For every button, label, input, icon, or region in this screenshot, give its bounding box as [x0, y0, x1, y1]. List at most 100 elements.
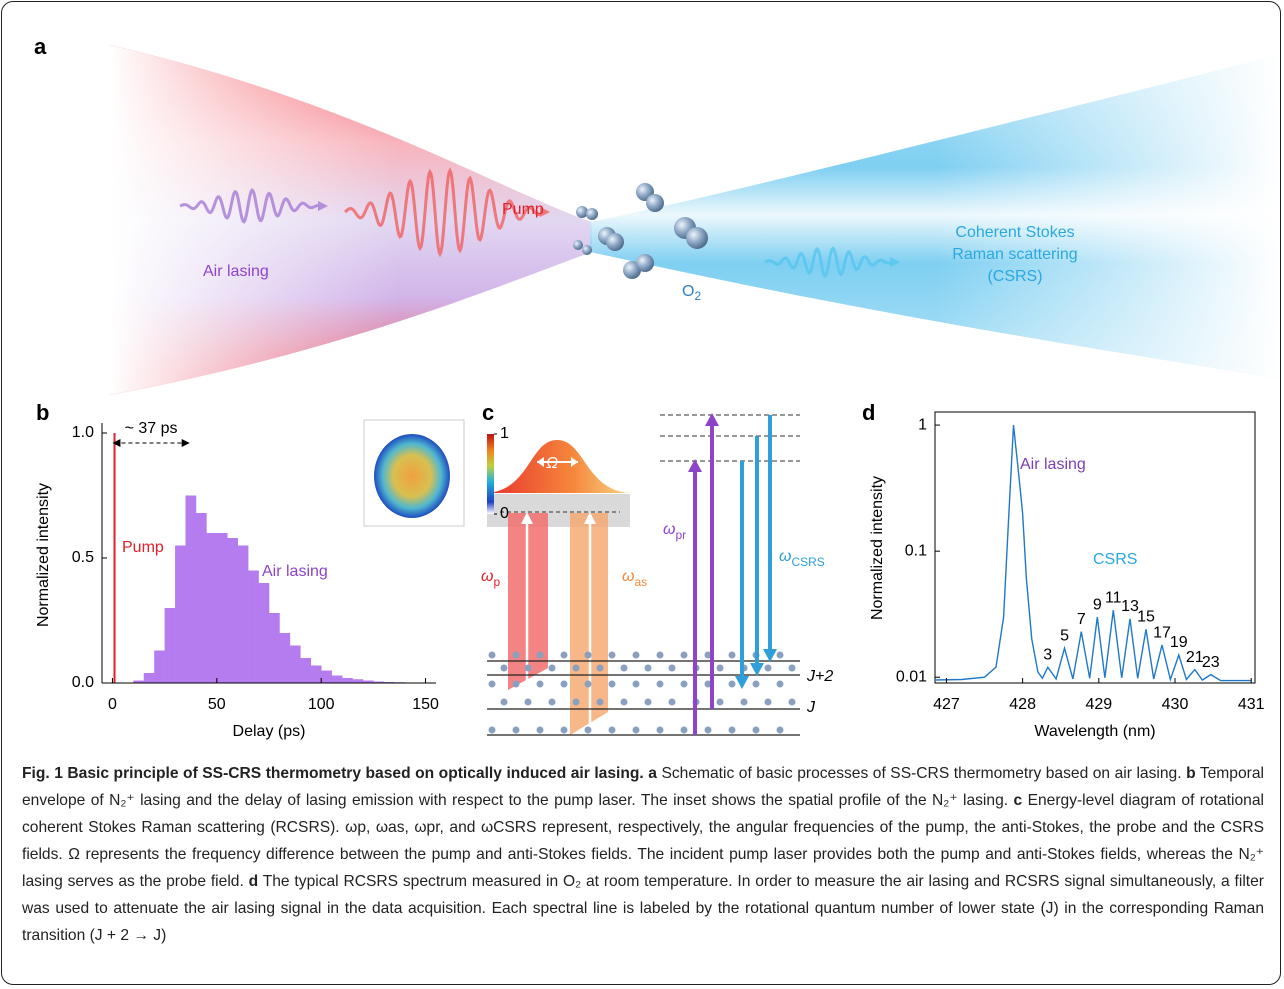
- x-tick-label: 100: [308, 696, 335, 713]
- dot: [573, 665, 580, 672]
- level-label: J+2: [806, 668, 833, 685]
- omega-csrs: ωCSRS: [779, 548, 825, 569]
- dot: [753, 727, 760, 734]
- x-tick-label: 428: [1009, 696, 1036, 713]
- plot-frame: [935, 412, 1255, 683]
- x-tick-label: 0: [108, 696, 117, 713]
- y-axis-label: Normalized intensity: [35, 483, 52, 627]
- dot: [621, 699, 628, 706]
- y-tick-label: 0.1: [905, 542, 927, 559]
- peak-label: 9: [1093, 596, 1102, 613]
- symbol: ω: [481, 568, 493, 585]
- colorbar: [487, 434, 494, 514]
- dot: [633, 652, 640, 659]
- csrs-label: (CSRS): [987, 268, 1042, 285]
- y-tick-label: 1: [918, 416, 927, 433]
- level-label: J: [806, 699, 816, 716]
- dot: [777, 727, 784, 734]
- subscript: 2: [694, 289, 701, 303]
- bar: [279, 633, 290, 683]
- dot: [513, 727, 520, 734]
- x-tick-label: 150: [412, 696, 439, 713]
- y-tick-label: 0.01: [896, 668, 927, 685]
- dot: [525, 665, 532, 672]
- dot: [489, 681, 496, 688]
- peak-label: 15: [1137, 609, 1155, 626]
- panel-c: c ωp ωas ωpr ωCSRS Ω J+2 J: [481, 400, 833, 735]
- bar: [300, 658, 311, 683]
- dot: [777, 681, 784, 688]
- dot: [489, 727, 496, 734]
- dot: [729, 652, 736, 659]
- subscript: p: [493, 575, 500, 589]
- dot: [573, 699, 580, 706]
- bar: [290, 646, 301, 684]
- subscript: pr: [675, 528, 686, 542]
- dot: [621, 665, 628, 672]
- dot: [633, 681, 640, 688]
- colorbar-label: 0: [500, 505, 509, 522]
- x-tick-label: 431: [1238, 696, 1265, 713]
- csrs-label: Coherent Stokes: [955, 224, 1074, 241]
- caption-items: a Schematic of basic processes of SS-CRS…: [22, 765, 1264, 944]
- dot: [657, 727, 664, 734]
- dot: [765, 699, 772, 706]
- bar: [342, 678, 353, 683]
- dot: [609, 727, 616, 734]
- dot: [561, 727, 568, 734]
- bar: [269, 613, 280, 683]
- x-tick-label: 427: [933, 696, 960, 713]
- figure: a Air lasing Pump O2 Coherent Stokes Ram…: [0, 0, 1284, 760]
- subscript: as: [634, 575, 647, 589]
- dot: [765, 665, 772, 672]
- dot: [585, 727, 592, 734]
- bar: [206, 533, 217, 683]
- bar: [238, 546, 249, 684]
- text: O: [682, 283, 694, 300]
- pump-label: Pump: [122, 539, 164, 556]
- peak-label: 23: [1202, 654, 1220, 671]
- panel-label: a: [34, 34, 47, 59]
- bar: [175, 546, 186, 684]
- symbol: ω: [779, 548, 791, 565]
- caption: Fig. 1 Basic principle of SS-CRS thermom…: [22, 760, 1264, 949]
- inset-image: [374, 434, 450, 518]
- annotation: ~ 37 ps: [125, 420, 178, 437]
- bar: [332, 676, 343, 684]
- bar: [165, 608, 176, 683]
- dot: [489, 652, 496, 659]
- omega-cap: Ω: [546, 455, 558, 472]
- peak-label: 5: [1060, 627, 1069, 644]
- dot: [585, 681, 592, 688]
- subscript: CSRS: [791, 555, 824, 569]
- peak-label: 3: [1043, 646, 1052, 663]
- dot: [789, 665, 796, 672]
- dot: [729, 681, 736, 688]
- caption-title: Fig. 1 Basic principle of SS-CRS thermom…: [22, 765, 644, 782]
- dot: [585, 652, 592, 659]
- dot: [717, 665, 724, 672]
- dot: [549, 665, 556, 672]
- bar: [217, 533, 228, 683]
- peak-label: 11: [1105, 589, 1122, 606]
- dot: [501, 699, 508, 706]
- panel-label: b: [36, 400, 49, 425]
- caption-item-label: b: [1186, 765, 1196, 782]
- peak-label: 17: [1153, 624, 1171, 641]
- peak-label: 7: [1077, 611, 1086, 628]
- omega-pr: ωpr: [663, 521, 686, 542]
- bar: [154, 651, 165, 684]
- panel-a: a Air lasing Pump O2 Coherent Stokes Ram…: [34, 34, 1280, 395]
- dot: [537, 652, 544, 659]
- panel-label: c: [482, 400, 494, 425]
- dot: [669, 665, 676, 672]
- csrs-arrows: [742, 415, 770, 678]
- y-tick-label: 0.5: [72, 549, 94, 566]
- x-tick-label: 430: [1162, 696, 1189, 713]
- bar: [186, 496, 197, 684]
- x-axis-label: Wavelength (nm): [1034, 723, 1155, 740]
- colorbar-label: 1: [500, 425, 509, 442]
- dot: [681, 652, 688, 659]
- dot: [741, 699, 748, 706]
